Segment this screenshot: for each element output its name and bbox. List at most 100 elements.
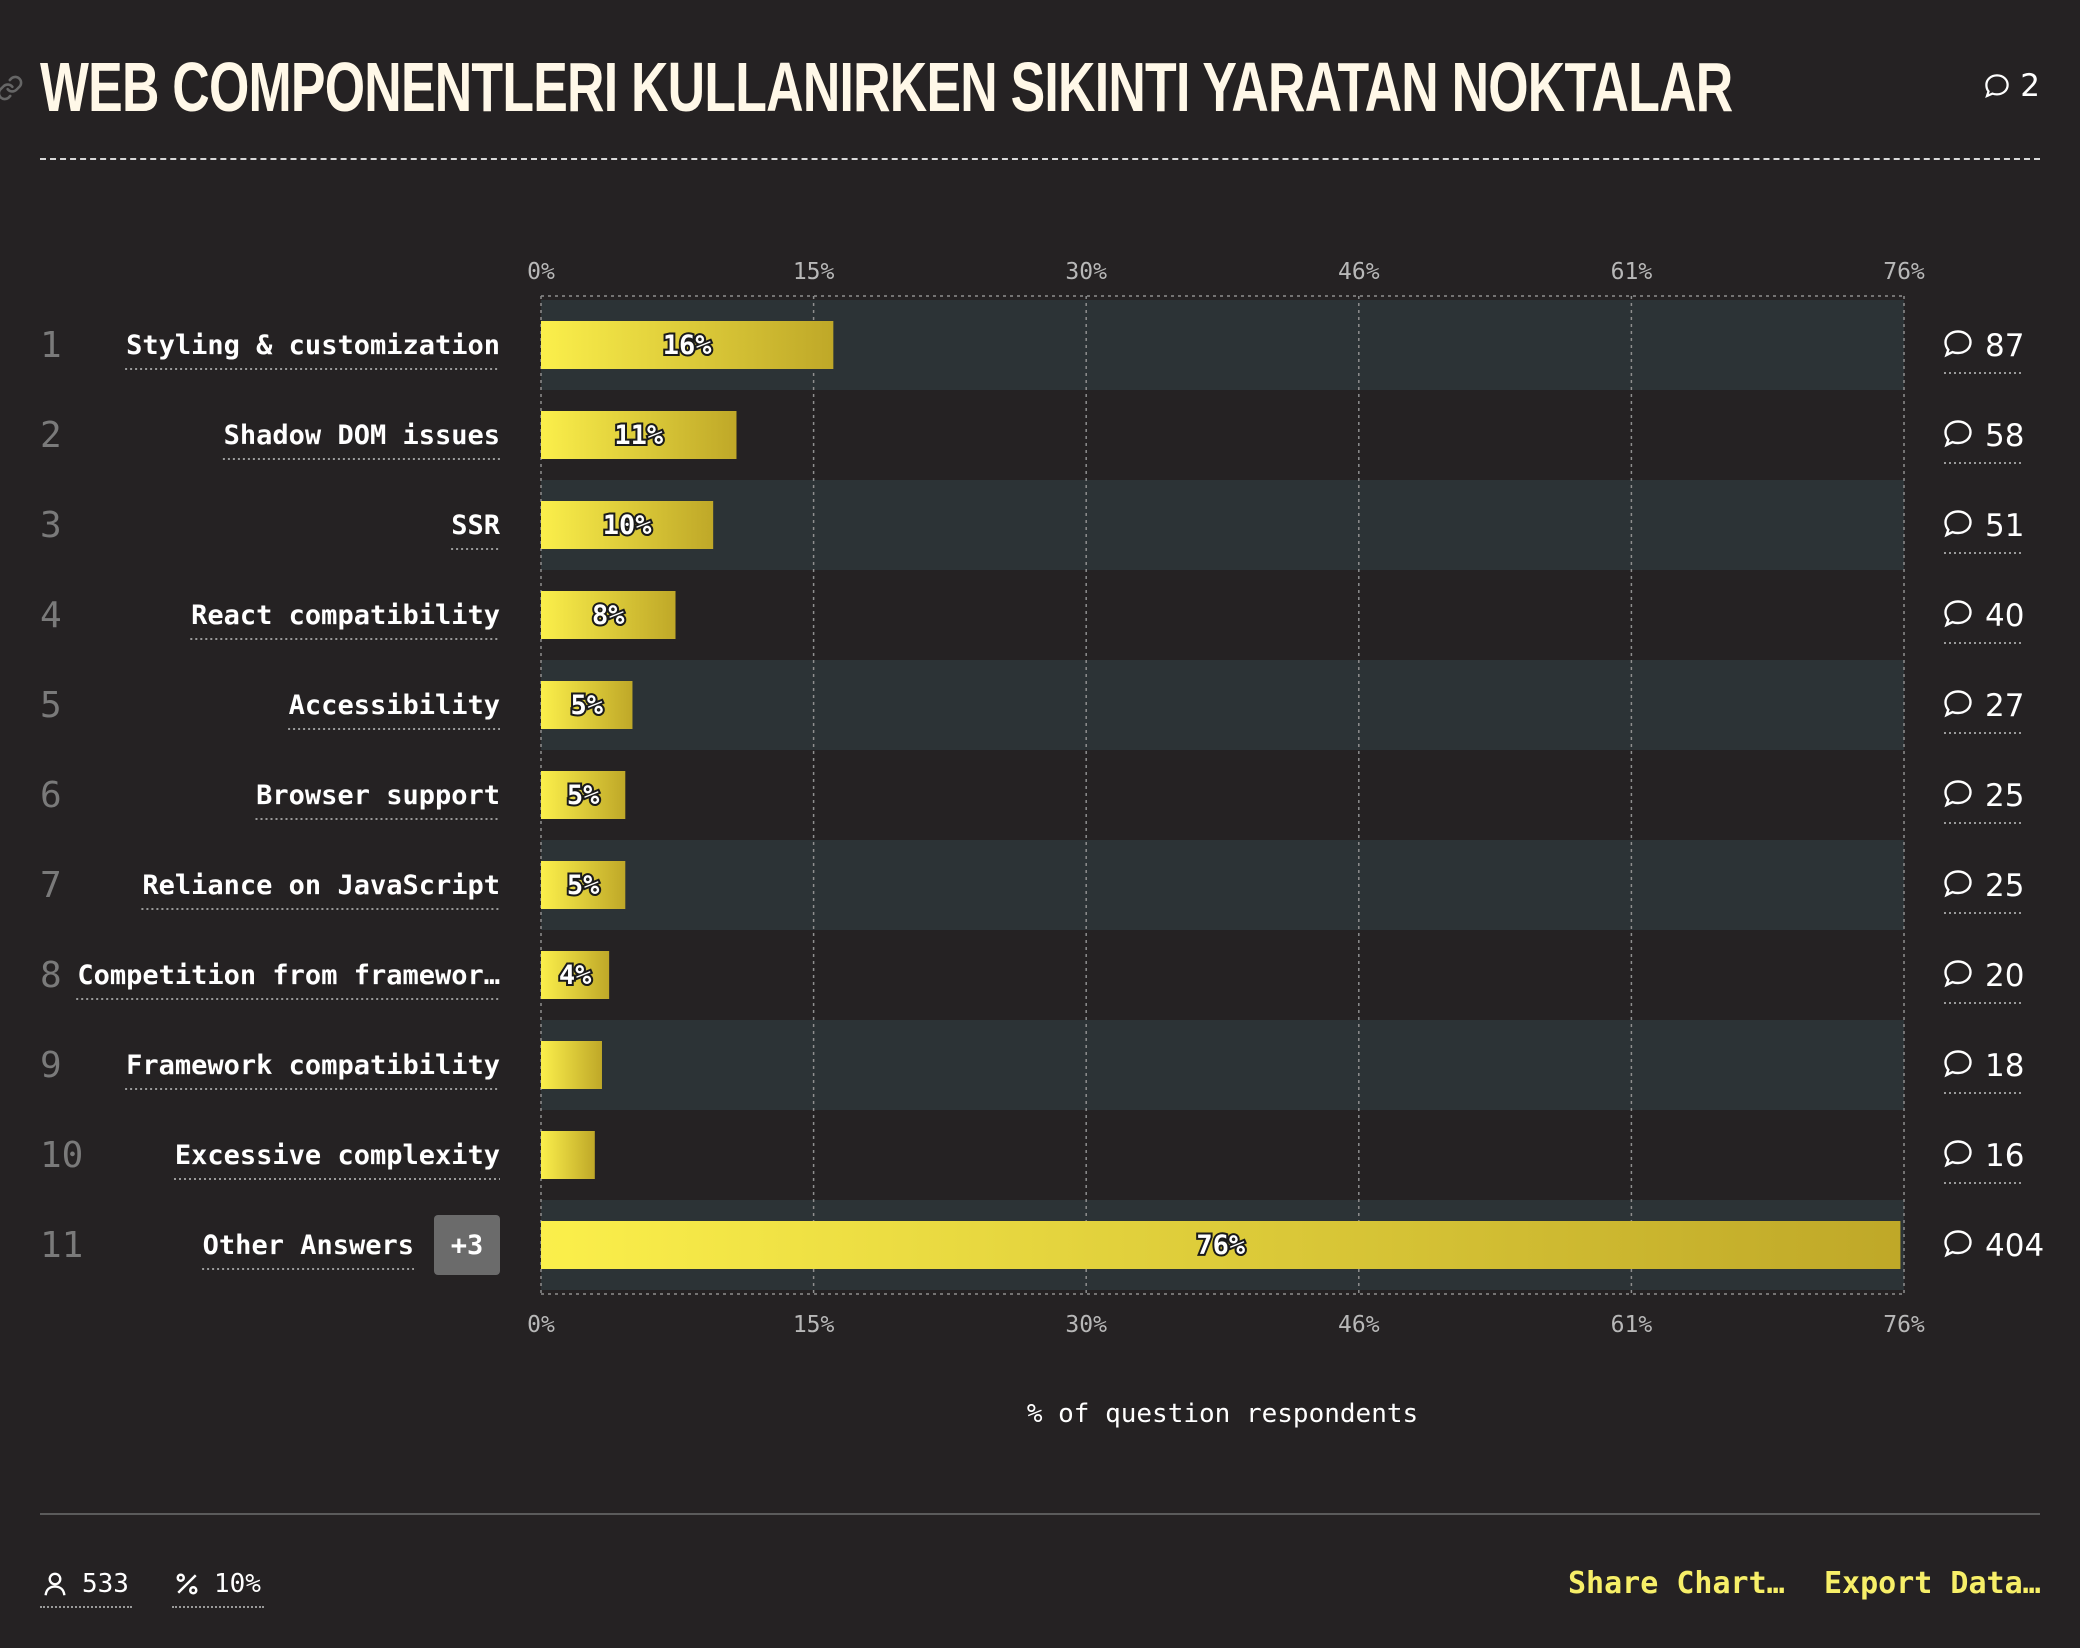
bar[interactable] xyxy=(541,1131,595,1179)
bar-value-label: 16% xyxy=(663,330,713,361)
bar[interactable] xyxy=(541,411,737,459)
share-chart-button[interactable]: Share Chart… xyxy=(1568,1566,1785,1601)
other-answers-badge-text: +3 xyxy=(451,1230,484,1261)
category-label[interactable]: Other Answers xyxy=(203,1230,414,1261)
comment-count: 51 xyxy=(1985,508,2024,544)
bar[interactable] xyxy=(541,591,676,639)
bar-value-label: 10% xyxy=(603,510,653,541)
row-comments-button[interactable]: 25 xyxy=(1944,778,2024,824)
rank-number: 8 xyxy=(40,955,62,996)
comment-bubble-icon xyxy=(1944,960,1972,988)
rank-number: 3 xyxy=(40,505,62,546)
chart-title: WEB COMPONENTLERI KULLANIRKEN SIKINTI YA… xyxy=(40,48,1733,126)
comment-count: 18 xyxy=(1985,1048,2024,1084)
x-tick-label-top: 30% xyxy=(1065,259,1107,285)
category-label[interactable]: SSR xyxy=(451,510,501,541)
row-band xyxy=(541,390,1904,480)
category-label[interactable]: Accessibility xyxy=(289,690,500,721)
rank-number: 9 xyxy=(40,1045,62,1086)
link-icon[interactable] xyxy=(0,74,24,102)
bar[interactable] xyxy=(541,861,626,909)
x-tick-label-bottom: 30% xyxy=(1065,1312,1107,1338)
x-tick-label-top: 46% xyxy=(1338,259,1380,285)
comment-bubble-icon xyxy=(1944,600,1972,628)
respondents-count[interactable]: 533 xyxy=(40,1562,132,1608)
row-band xyxy=(541,750,1904,840)
row-band xyxy=(541,840,1904,930)
row-band xyxy=(541,1020,1904,1110)
comment-count: 58 xyxy=(1985,418,2024,454)
percent-stat[interactable]: 10% xyxy=(172,1562,264,1608)
bar-value-label: 76% xyxy=(1196,1230,1246,1261)
row-comments-button[interactable]: 58 xyxy=(1944,418,2024,464)
bar-value-label: 5% xyxy=(567,780,600,811)
row-comments-button[interactable]: 25 xyxy=(1944,868,2024,914)
comment-bubble-icon xyxy=(1944,330,1972,358)
comment-bubble-icon xyxy=(1944,1050,1972,1078)
bar[interactable] xyxy=(541,1041,602,1089)
other-answers-badge-bg xyxy=(434,1215,500,1275)
chart-header: WEB COMPONENTLERI KULLANIRKEN SIKINTI YA… xyxy=(0,40,2040,160)
comment-count: 40 xyxy=(1985,598,2024,634)
row-comments-button[interactable]: 16 xyxy=(1944,1138,2024,1184)
rank-number: 1 xyxy=(40,325,62,366)
row-comments-button[interactable]: 40 xyxy=(1944,598,2024,644)
comment-count: 27 xyxy=(1985,688,2024,724)
row-comments-button[interactable]: 51 xyxy=(1944,508,2024,554)
category-label[interactable]: React compatibility xyxy=(191,600,500,631)
category-label[interactable]: Excessive complexity xyxy=(175,1140,500,1171)
category-label[interactable]: Browser support xyxy=(256,780,500,811)
x-tick-label-top: 15% xyxy=(793,259,835,285)
row-comments-button[interactable]: 404 xyxy=(1944,1228,2045,1264)
category-label[interactable]: Framework compatibility xyxy=(126,1050,500,1081)
x-tick-label-bottom: 15% xyxy=(793,1312,835,1338)
category-label[interactable]: Competition from framewor… xyxy=(77,960,500,991)
row-comments-button[interactable]: 20 xyxy=(1944,958,2024,1004)
row-band xyxy=(541,570,1904,660)
bar[interactable] xyxy=(541,501,714,549)
percent-icon xyxy=(176,1573,198,1595)
comment-bubble-icon xyxy=(1944,780,1972,808)
comment-count: 20 xyxy=(1985,958,2024,994)
x-tick-label-bottom: 61% xyxy=(1611,1312,1653,1338)
row-band xyxy=(541,930,1904,1020)
rank-number: 7 xyxy=(40,865,62,906)
x-tick-label-bottom: 46% xyxy=(1338,1312,1380,1338)
bar[interactable] xyxy=(541,681,633,729)
x-tick-label-bottom: 76% xyxy=(1883,1312,1925,1338)
row-comments-button[interactable]: 87 xyxy=(1944,328,2024,374)
x-tick-label-top: 61% xyxy=(1611,259,1653,285)
category-label[interactable]: Shadow DOM issues xyxy=(224,420,500,451)
bar[interactable] xyxy=(541,321,834,369)
x-axis-label: % of question respondents xyxy=(1027,1399,1418,1429)
bar-value-label: 11% xyxy=(614,420,664,451)
user-icon xyxy=(44,1572,66,1596)
row-band xyxy=(541,480,1904,570)
export-data-button[interactable]: Export Data… xyxy=(1824,1566,2041,1601)
bar[interactable] xyxy=(541,1221,1901,1269)
comment-count: 87 xyxy=(1985,328,2024,364)
comment-bubble-icon xyxy=(1944,1230,1972,1258)
category-label[interactable]: Styling & customization xyxy=(126,330,500,361)
row-comments-button[interactable]: 27 xyxy=(1944,688,2024,734)
x-tick-label-top: 0% xyxy=(527,259,555,285)
comment-bubble-icon xyxy=(1985,74,2010,99)
rank-number: 10 xyxy=(40,1135,83,1176)
percent-value: 10% xyxy=(214,1569,261,1599)
bar[interactable] xyxy=(541,951,610,999)
rank-number: 6 xyxy=(40,775,62,816)
row-comments-button[interactable]: 18 xyxy=(1944,1048,2024,1094)
x-tick-label-bottom: 0% xyxy=(527,1312,555,1338)
comment-count: 404 xyxy=(1985,1228,2044,1264)
title-comments-button[interactable]: 2 xyxy=(1982,68,2040,104)
bar[interactable] xyxy=(541,771,626,819)
rank-number: 4 xyxy=(40,595,62,636)
bar-value-label: 5% xyxy=(567,870,600,901)
comment-bubble-icon xyxy=(1944,1140,1972,1168)
x-tick-label-top: 76% xyxy=(1883,259,1925,285)
category-label[interactable]: Reliance on JavaScript xyxy=(142,870,500,901)
row-band xyxy=(541,660,1904,750)
other-answers-badge[interactable]: +3 xyxy=(434,1215,500,1275)
bar-value-label: 8% xyxy=(592,600,625,631)
comment-bubble-icon xyxy=(1944,870,1972,898)
